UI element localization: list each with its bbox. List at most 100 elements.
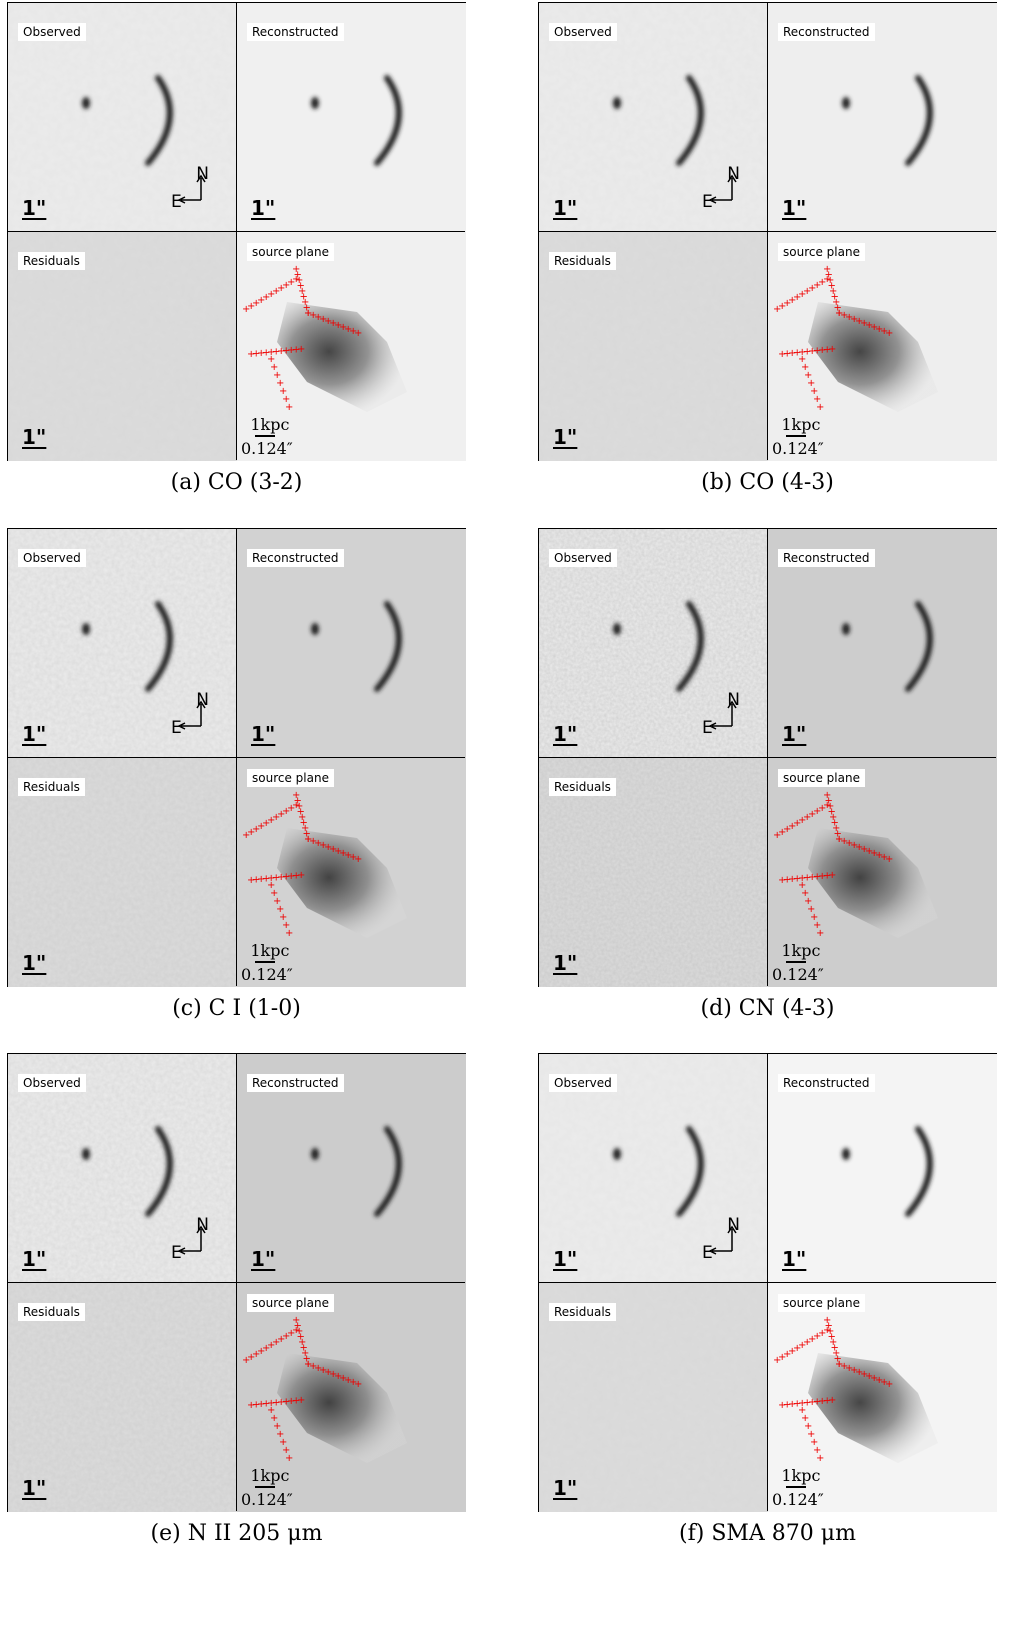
arcsec-scale: 1"	[553, 196, 578, 220]
svg-text:+: +	[801, 888, 809, 899]
compass: N E	[171, 1215, 215, 1263]
kpc-scale-label: 1kpc	[250, 941, 290, 960]
arcsec-scale: 1"	[553, 425, 578, 449]
svg-text:+: +	[773, 304, 781, 315]
svg-text:+: +	[865, 320, 873, 331]
arcsec-kpc-label: 0.124″	[241, 1490, 293, 1509]
svg-text:+: +	[282, 872, 290, 883]
svg-text:+: +	[257, 821, 265, 832]
svg-text:+: +	[798, 880, 806, 891]
svg-text:+: +	[297, 1395, 305, 1406]
svg-text:+: +	[828, 1395, 836, 1406]
svg-text:+: +	[870, 322, 878, 333]
svg-text:+: +	[773, 1355, 781, 1366]
svg-text:+: +	[262, 1399, 270, 1410]
svg-text:+: +	[294, 796, 302, 807]
residuals-panel: Residuals 1"	[539, 232, 768, 461]
svg-text:+: +	[247, 1352, 255, 1363]
svg-text:+: +	[828, 807, 836, 818]
kpc-scale-bar	[255, 435, 275, 437]
svg-text:+: +	[282, 920, 290, 931]
svg-text:+: +	[845, 312, 853, 323]
svg-text:+: +	[813, 1331, 821, 1342]
svg-text:+: +	[831, 818, 839, 829]
residuals-label: Residuals	[549, 252, 616, 270]
svg-text:+: +	[850, 1365, 858, 1376]
svg-text:+: +	[832, 1348, 840, 1359]
svg-text:+: +	[829, 1337, 837, 1348]
svg-text:+: +	[813, 280, 821, 291]
svg-text:+: +	[804, 896, 812, 907]
reconstructed-panel: Reconstructed 1"	[768, 1054, 997, 1283]
reconstructed-panel: Reconstructed 1"	[768, 3, 997, 232]
svg-text:+: +	[319, 840, 327, 851]
svg-text:+: +	[329, 1369, 337, 1380]
residuals-label: Residuals	[18, 1303, 85, 1321]
svg-text:+: +	[803, 1337, 811, 1348]
reconstructed-label: Reconstructed	[247, 549, 344, 567]
svg-text:+: +	[267, 1340, 275, 1351]
svg-text:+: +	[793, 1343, 801, 1354]
svg-text:+: +	[273, 370, 281, 381]
kpc-scale-label: 1kpc	[781, 941, 821, 960]
divider	[8, 1282, 465, 1283]
svg-text:+: +	[850, 314, 858, 325]
observed-label: Observed	[549, 549, 617, 567]
svg-text:+: +	[840, 310, 848, 321]
svg-text:+: +	[823, 871, 831, 882]
kpc-scale-bar	[786, 1486, 806, 1488]
svg-text:+: +	[828, 1332, 836, 1343]
svg-text:+: +	[334, 846, 342, 857]
svg-text:+: +	[242, 304, 250, 315]
svg-text:+: +	[292, 264, 300, 275]
observed-panel: Observed 1" N E	[539, 3, 768, 232]
svg-text:+: +	[835, 834, 843, 845]
svg-text:+: +	[282, 280, 290, 291]
svg-text:+: +	[297, 870, 305, 881]
svg-text:+: +	[850, 840, 858, 851]
kpc-scale-bar	[786, 435, 806, 437]
svg-text:+: +	[813, 1445, 821, 1456]
svg-text:+: +	[826, 801, 834, 812]
source-plane-panel: + + + + + + + + + + + + + + + + + + + + + + + + + + + + + + + + + + + + + + + +…	[768, 758, 997, 987]
svg-text:+: +	[282, 806, 290, 817]
arcsec-scale: 1"	[251, 196, 276, 220]
observed-label: Observed	[549, 1074, 617, 1092]
svg-text:+: +	[303, 1354, 311, 1365]
source-plane-label: source plane	[778, 1294, 865, 1312]
svg-text:+: +	[301, 297, 309, 308]
svg-text:+: +	[803, 812, 811, 823]
observed-panel: Observed 1" N E	[8, 529, 237, 758]
svg-text:+: +	[880, 852, 888, 863]
svg-text:+: +	[855, 1367, 863, 1378]
svg-text:+: +	[354, 328, 362, 339]
svg-text:+: +	[282, 1397, 290, 1408]
svg-text:+: +	[818, 1328, 826, 1339]
arcsec-scale: 1"	[553, 1476, 578, 1500]
svg-text:+: +	[783, 298, 791, 309]
svg-text:+: +	[875, 324, 883, 335]
east-label: E	[702, 1243, 713, 1263]
svg-text:+: +	[262, 874, 270, 885]
observed-label: Observed	[18, 23, 86, 41]
svg-text:+: +	[282, 394, 290, 405]
svg-text:+: +	[287, 871, 295, 882]
figure-caption: (c) C I (1-0)	[172, 996, 301, 1021]
svg-text:+: +	[825, 1321, 833, 1332]
arcsec-kpc-label: 0.124″	[772, 1490, 824, 1509]
svg-text:+: +	[297, 1332, 305, 1343]
svg-text:+: +	[257, 295, 265, 306]
east-label: E	[171, 192, 182, 212]
divider	[539, 757, 996, 758]
svg-text:+: +	[304, 834, 312, 845]
svg-text:+: +	[247, 349, 255, 360]
svg-text:+: +	[267, 873, 275, 884]
svg-text:+: +	[262, 348, 270, 359]
divider	[8, 757, 465, 758]
svg-text:+: +	[297, 281, 305, 292]
svg-text:+: +	[801, 362, 809, 373]
svg-text:+: +	[247, 301, 255, 312]
reconstructed-label: Reconstructed	[247, 1074, 344, 1092]
svg-text:+: +	[304, 308, 312, 319]
kpc-scale-label: 1kpc	[781, 1466, 821, 1485]
